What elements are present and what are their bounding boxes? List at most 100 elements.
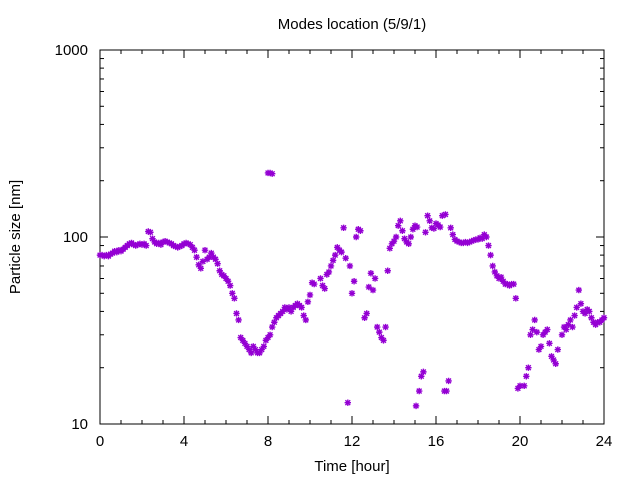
data-point: [399, 227, 406, 234]
x-axis-label: Time [hour]: [314, 458, 389, 475]
data-point: [262, 337, 270, 344]
data-point: [344, 399, 351, 406]
data-point: [447, 224, 454, 231]
data-point: [521, 382, 528, 390]
data-point: [491, 268, 498, 276]
data-point: [392, 233, 400, 241]
data-point: [227, 282, 234, 289]
data-point: [445, 377, 452, 385]
data-point: [422, 229, 429, 236]
data-point: [382, 323, 389, 331]
data-point: [130, 241, 137, 248]
x-tick-label: 8: [264, 433, 272, 450]
data-point: [363, 310, 370, 317]
x-tick-label: 4: [180, 433, 188, 450]
data-point: [252, 346, 259, 353]
data-point: [103, 251, 110, 259]
data-point: [189, 244, 196, 251]
data-point: [111, 247, 118, 255]
data-point: [115, 246, 123, 254]
data-point: [185, 240, 192, 247]
data-point: [348, 290, 356, 297]
data-point: [455, 238, 463, 246]
data-point: [357, 227, 364, 234]
data-point: [413, 223, 421, 231]
data-point: [107, 250, 114, 258]
data-point: [565, 321, 572, 328]
data-point: [149, 235, 156, 242]
y-axis-label: Particle size [nm]: [7, 180, 24, 294]
data-point: [216, 267, 223, 274]
data-point: [287, 308, 295, 315]
data-point: [325, 268, 333, 276]
data-point: [437, 223, 444, 231]
data-point: [174, 244, 181, 251]
data-point: [395, 222, 402, 229]
x-tick-label: 24: [596, 433, 613, 450]
data-point: [327, 262, 335, 270]
data-point: [397, 217, 404, 225]
data-point: [487, 251, 494, 259]
data-point: [420, 368, 427, 376]
data-point: [279, 308, 286, 315]
data-point: [581, 310, 589, 317]
data-point: [317, 275, 324, 282]
data-point: [479, 235, 486, 242]
data-point: [442, 211, 449, 218]
data-point: [332, 251, 339, 259]
data-point: [239, 337, 246, 344]
data-point: [260, 343, 267, 350]
data-point: [164, 238, 171, 246]
x-tick-label: 0: [96, 433, 104, 450]
data-point: [586, 308, 593, 315]
data-point: [529, 326, 536, 333]
data-point: [302, 316, 309, 324]
data-point: [172, 243, 179, 250]
data-point: [376, 328, 383, 336]
data-point: [235, 316, 242, 324]
data-point: [191, 246, 198, 254]
data-point: [466, 238, 473, 246]
data-point: [340, 224, 347, 231]
data-point: [136, 240, 144, 247]
data-point: [237, 334, 244, 341]
data-point: [430, 225, 438, 232]
data-point: [468, 237, 475, 245]
data-point: [558, 331, 566, 338]
data-point: [300, 312, 307, 319]
data-point: [575, 286, 582, 294]
data-point: [588, 314, 595, 321]
data-point: [233, 310, 240, 317]
data-point: [407, 233, 414, 241]
data-point: [418, 373, 425, 380]
x-tick-label: 12: [344, 433, 361, 450]
data-point: [153, 240, 160, 247]
data-point: [544, 326, 551, 333]
data-point: [386, 245, 393, 252]
data-point: [250, 343, 257, 350]
data-point: [369, 286, 377, 294]
data-point: [485, 242, 492, 249]
data-point: [371, 275, 379, 282]
data-point: [449, 231, 456, 238]
data-point: [197, 265, 204, 272]
data-point: [577, 300, 585, 307]
data-point: [229, 290, 236, 297]
data-point: [182, 239, 190, 247]
data-point: [550, 356, 557, 364]
data-point: [319, 282, 326, 289]
data-point: [401, 235, 408, 242]
data-point: [548, 353, 555, 360]
data-point: [134, 241, 141, 248]
data-point: [334, 244, 341, 251]
data-point: [567, 316, 574, 324]
data-point: [159, 238, 167, 246]
chart-title: Modes location (5/9/1): [278, 16, 426, 33]
data-point: [428, 224, 435, 231]
data-point: [266, 331, 274, 338]
data-point: [132, 242, 139, 249]
data-point: [390, 237, 398, 245]
data-point: [161, 237, 169, 245]
